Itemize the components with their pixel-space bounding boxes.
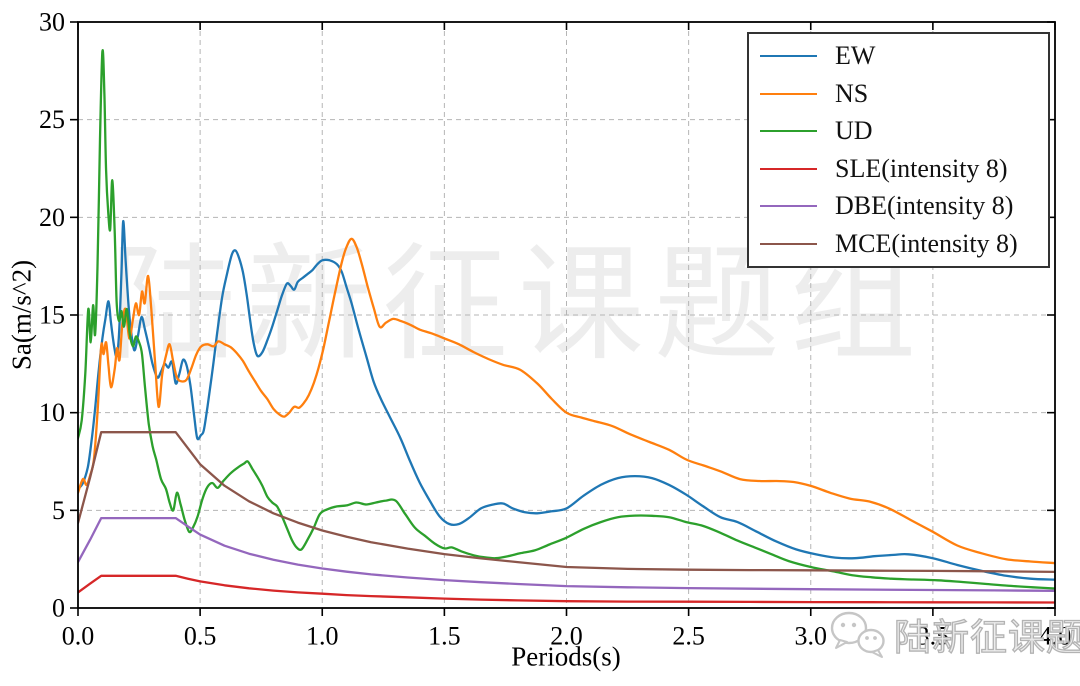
x-tick-label: 4.0 xyxy=(1039,621,1072,650)
wechat-icon xyxy=(830,611,885,658)
legend: EW NS UD SLE(intensity 8) DBE(intensity 8) MC… xyxy=(747,32,1050,268)
legend-swatch xyxy=(760,92,817,95)
y-tick-label: 10 xyxy=(39,398,65,427)
legend-label: MCE(intensity 8) xyxy=(835,228,1018,258)
legend-swatch xyxy=(760,205,817,208)
tick-labels: 0.0 0.5 1.0 1.5 2.0 2.5 3.0 3.5 4.0 0 5 10 15 20 25 30 xyxy=(39,8,1071,651)
y-tick-label: 30 xyxy=(39,8,65,37)
series-line-dbe-intensity-8- xyxy=(78,516,1055,592)
x-tick-label: 0.5 xyxy=(184,621,217,650)
series-lines xyxy=(78,49,1055,604)
legend-item-ns: NS xyxy=(760,79,1048,109)
series-line-ew xyxy=(78,220,1055,581)
legend-swatch xyxy=(760,242,817,245)
series-line-mce-intensity-8- xyxy=(78,431,1055,574)
series-line-ud xyxy=(78,49,1055,590)
y-tick-label: 20 xyxy=(39,203,65,232)
legend-label: EW xyxy=(835,41,876,71)
x-tick-label: 2.5 xyxy=(672,621,705,650)
y-tick-label: 0 xyxy=(52,594,65,623)
y-tick-label: 15 xyxy=(39,301,65,330)
series-line-ns xyxy=(78,237,1055,565)
y-tick-label: 25 xyxy=(39,105,65,134)
legend-item-sle-intensity-8-: SLE(intensity 8) xyxy=(760,154,1048,184)
legend-label: DBE(intensity 8) xyxy=(835,191,1014,221)
x-tick-label: 1.5 xyxy=(428,621,461,650)
x-axis-label: Periods(s) xyxy=(511,641,621,672)
legend-swatch xyxy=(760,130,817,133)
x-tick-label: 3.0 xyxy=(795,621,828,650)
legend-item-ud: UD xyxy=(760,116,1048,146)
x-tick-label: 0.0 xyxy=(62,621,95,650)
legend-swatch xyxy=(760,167,817,170)
watermark-corner-text: 陆新征课题组 xyxy=(893,617,1080,659)
legend-swatch xyxy=(760,55,817,58)
legend-item-ew: EW xyxy=(760,41,1048,71)
series-line-sle-intensity-8- xyxy=(78,574,1055,604)
y-axis-label: Sa(m/s^2) xyxy=(6,259,37,371)
legend-item-dbe-intensity-8-: DBE(intensity 8) xyxy=(760,191,1048,221)
x-tick-label: 3.5 xyxy=(917,621,950,650)
y-tick-label: 5 xyxy=(52,496,65,525)
legend-item-mce-intensity-8-: MCE(intensity 8) xyxy=(760,229,1048,259)
legend-label: SLE(intensity 8) xyxy=(835,153,1008,183)
x-tick-label: 1.0 xyxy=(306,621,339,650)
legend-label: NS xyxy=(835,78,869,108)
legend-label: UD xyxy=(835,116,873,146)
watermark-corner: 陆新征课题组 xyxy=(826,607,1080,661)
x-tick-label: 2.0 xyxy=(550,621,583,650)
